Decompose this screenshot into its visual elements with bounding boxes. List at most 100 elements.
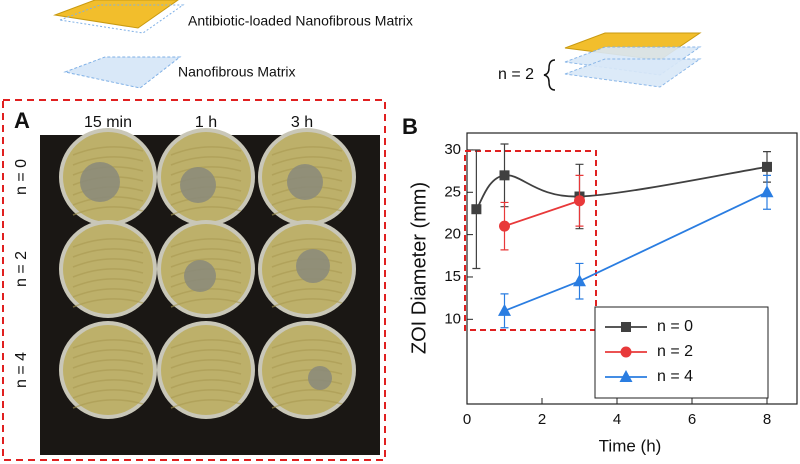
bacteria-streak	[72, 349, 144, 359]
y-tick-label: 30	[444, 141, 461, 158]
legend: n = 0 n = 2 n = 4	[594, 306, 769, 399]
bacteria-streak	[170, 156, 242, 166]
marker	[499, 170, 510, 181]
bacteria-streak	[72, 258, 144, 268]
legend-marker	[620, 346, 632, 358]
series-line	[504, 191, 768, 312]
loaded-mesh	[53, 0, 179, 29]
x-tick-label: 6	[688, 411, 696, 428]
bacteria-streak	[271, 238, 343, 248]
stack-mesh	[564, 58, 702, 88]
highlight-box	[464, 150, 597, 331]
petri-dishes	[59, 128, 356, 419]
bacteria-streak	[271, 298, 343, 308]
row-label: n = 2	[13, 251, 30, 287]
legend-label: n = 2	[657, 343, 693, 360]
y-tick-label: 20	[444, 226, 461, 243]
bacteria-streak	[170, 349, 242, 359]
bacteria-streak	[271, 206, 343, 216]
bacteria-streak	[170, 339, 242, 349]
bacteria-streak	[170, 369, 242, 379]
bacteria-streak	[271, 146, 343, 156]
bacteria-streak	[72, 156, 144, 166]
bacteria-streak	[72, 339, 144, 349]
bacteria-streak	[72, 268, 144, 278]
marker	[498, 303, 511, 316]
legend-label: n = 4	[657, 368, 693, 385]
plain-label: Nanofibrous Matrix	[178, 64, 296, 80]
legend-marker	[621, 322, 631, 332]
column-label: 3 h	[291, 114, 313, 131]
y-tick-label: 15	[444, 268, 461, 285]
x-tick-label: 4	[613, 411, 621, 428]
series-line	[504, 199, 580, 228]
bacteria-streak	[72, 359, 144, 369]
bacteria-streak	[271, 156, 343, 166]
bacteria-streak	[170, 258, 242, 268]
bacteria-streak	[170, 399, 242, 409]
marker	[574, 195, 585, 207]
bacteria-streak	[72, 399, 144, 409]
bacteria-streak	[271, 288, 343, 298]
y-axis-label: ZOI Diameter (mm)	[408, 182, 430, 354]
bacteria-streak	[72, 238, 144, 248]
bacteria-streak	[72, 379, 144, 389]
bacteria-streak	[271, 389, 343, 399]
bacteria-streak	[170, 389, 242, 399]
legend-marker	[619, 370, 633, 382]
mesh-fibers	[58, 4, 185, 34]
marker	[760, 185, 774, 198]
stack-label: n = 2	[498, 66, 534, 83]
column-label: 15 min	[84, 114, 132, 131]
inhibition-zone	[80, 162, 120, 202]
inhibition-zone	[308, 366, 332, 390]
panel-b-label: B	[402, 114, 418, 139]
marker	[471, 204, 482, 215]
panel-a-label: A	[14, 108, 30, 133]
bacteria-streak	[271, 359, 343, 369]
bacteria-streak	[170, 166, 242, 176]
bacteria-streak	[170, 238, 242, 248]
bacteria-streak	[271, 339, 343, 349]
series-line	[475, 165, 768, 210]
x-tick-label: 0	[463, 411, 471, 428]
y-tick-label: 25	[444, 183, 461, 200]
bacteria-streak	[170, 146, 242, 156]
marker	[499, 220, 510, 232]
bacteria-streak	[72, 298, 144, 308]
bacteria-streak	[72, 278, 144, 288]
marker	[573, 274, 586, 287]
legend-label: n = 0	[657, 318, 693, 335]
plain-mesh	[63, 56, 182, 89]
row-label: n = 4	[13, 352, 30, 388]
inhibition-zone	[184, 260, 216, 292]
bacteria-streak	[271, 399, 343, 409]
bacteria-streak	[72, 288, 144, 298]
marker	[762, 161, 772, 172]
inhibition-zone	[296, 249, 330, 283]
bacteria-streak	[170, 379, 242, 389]
row-label: n = 0	[13, 159, 30, 195]
bacteria-streak	[72, 206, 144, 216]
bacteria-streak	[170, 298, 242, 308]
bacteria-streak	[271, 369, 343, 379]
bacteria-streak	[271, 349, 343, 359]
bacteria-streak	[271, 379, 343, 389]
bacteria-streak	[72, 389, 144, 399]
bacteria-streak	[170, 359, 242, 369]
loaded-label: Antibiotic-loaded Nanofibrous Matrix	[188, 13, 413, 29]
inhibition-zone	[287, 164, 323, 200]
plot-frame	[466, 132, 798, 405]
x-tick-label: 2	[538, 411, 546, 428]
x-tick-label: 8	[763, 411, 771, 428]
bacteria-streak	[170, 248, 242, 258]
bacteria-streak	[72, 248, 144, 258]
inhibition-zone	[180, 167, 216, 203]
bacteria-streak	[271, 248, 343, 258]
column-label: 1 h	[195, 114, 217, 131]
mesh-illustrations	[53, 0, 702, 91]
bacteria-streak	[170, 206, 242, 216]
y-tick-label: 10	[444, 310, 461, 327]
